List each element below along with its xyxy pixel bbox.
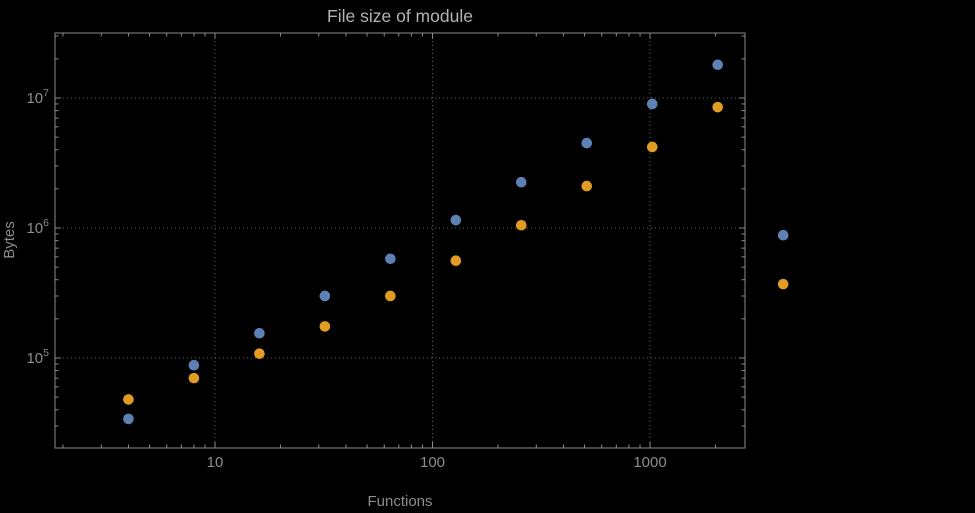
data-point-series-1-blue: [123, 413, 134, 425]
data-point-series-1-blue: [712, 59, 724, 71]
data-point-series-2-orange: [581, 180, 593, 192]
y-tick-label: 106: [26, 217, 49, 237]
data-point-series-2-orange: [515, 219, 527, 231]
data-point-series-2-orange: [188, 372, 200, 384]
x-tick-label: 100: [420, 454, 445, 471]
frame-border: [54, 32, 746, 449]
chart-title: File size of module: [327, 6, 473, 26]
x-tick-label: 10: [207, 454, 224, 471]
data-point-series-2-orange: [254, 348, 265, 359]
tick-labels: 10 100 1000 105 106 107: [26, 87, 666, 471]
data-point-series-1-blue: [319, 290, 331, 302]
data-points: [123, 59, 789, 425]
tick-marks: [55, 33, 745, 448]
y-axis-label: Bytes: [1, 221, 18, 259]
y-tick-label: 107: [26, 87, 49, 107]
x-tick-label: 1000: [633, 454, 666, 471]
data-point-series-2-orange: [123, 394, 134, 405]
data-point-series-1-blue: [385, 253, 396, 265]
data-point-series-2-orange: [385, 290, 396, 302]
y-tick-label: 105: [26, 347, 49, 367]
data-point-series-1-blue: [188, 359, 200, 371]
data-point-series-2-orange: [777, 278, 789, 290]
data-point-series-2-orange: [450, 255, 462, 267]
data-point-series-2-orange: [319, 321, 331, 332]
x-axis-label: Functions: [367, 493, 432, 510]
data-point-series-2-orange: [646, 141, 658, 153]
data-point-series-1-blue: [450, 214, 462, 226]
data-point-series-1-blue: [515, 176, 527, 188]
data-point-series-1-blue: [254, 327, 265, 339]
data-point-series-1-blue: [646, 98, 658, 110]
data-point-series-1-blue: [581, 137, 593, 149]
gridlines: [55, 33, 745, 448]
plot-frame: [54, 32, 746, 449]
data-point-series-2-orange: [712, 101, 724, 113]
data-point-series-1-blue: [777, 229, 789, 241]
